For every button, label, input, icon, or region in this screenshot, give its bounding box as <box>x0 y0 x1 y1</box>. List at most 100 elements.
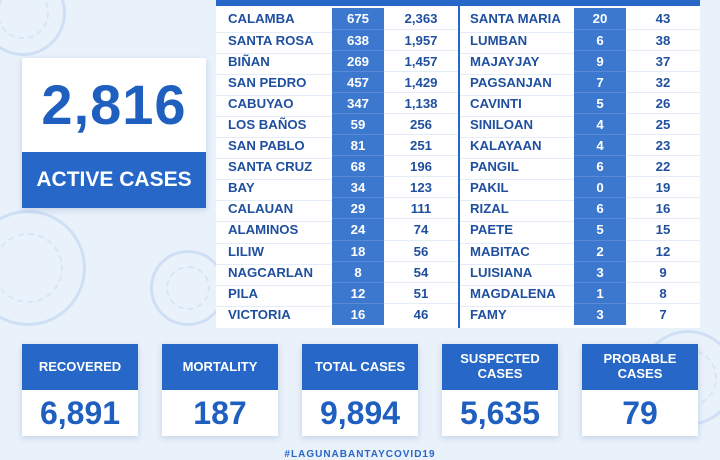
active-count: 3 <box>574 260 626 283</box>
active-count: 9 <box>574 49 626 72</box>
active-count: 6 <box>574 155 626 178</box>
active-count: 0 <box>574 176 626 199</box>
total-count: 23 <box>626 134 700 156</box>
total-count: 9 <box>626 260 700 283</box>
active-cases-label: ACTIVE CASES <box>22 152 206 208</box>
stat-label: PROBABLE CASES <box>582 344 698 390</box>
active-count: 5 <box>574 218 626 241</box>
total-count: 7 <box>626 302 700 325</box>
table-row: PAGSANJAN 7 32 <box>458 70 700 93</box>
municipality-name: LOS BAÑOS <box>216 116 332 132</box>
active-count: 24 <box>332 218 384 241</box>
total-count: 54 <box>384 260 458 283</box>
active-count: 347 <box>332 91 384 114</box>
total-count: 256 <box>384 112 458 135</box>
active-count: 638 <box>332 28 384 51</box>
municipality-name: FAMY <box>458 305 574 322</box>
municipality-name: CALAUAN <box>216 200 332 216</box>
total-count: 46 <box>384 302 458 325</box>
virus-icon <box>0 210 86 326</box>
table-row: MABITAC 2 12 <box>458 239 700 262</box>
municipality-name: LUMBAN <box>458 31 574 48</box>
total-count: 38 <box>626 28 700 51</box>
table-row: BAY 34 123 <box>216 176 458 199</box>
municipality-name: CAVINTI <box>458 94 574 111</box>
municipality-name: SAN PEDRO <box>216 73 332 90</box>
active-count: 3 <box>574 302 626 325</box>
municipality-name: PANGIL <box>458 158 574 174</box>
total-count: 111 <box>384 197 458 219</box>
total-count: 1,957 <box>384 28 458 51</box>
table-row: SAN PEDRO 457 1,429 <box>216 70 458 93</box>
active-count: 6 <box>574 28 626 51</box>
table-row: LOS BAÑOS 59 256 <box>216 112 458 136</box>
active-count: 34 <box>332 176 384 199</box>
total-count: 37 <box>626 49 700 72</box>
municipality-name: MABITAC <box>458 242 574 259</box>
table-row: KALAYAAN 4 23 <box>458 134 700 157</box>
total-count: 1,457 <box>384 49 458 72</box>
total-count: 56 <box>384 239 458 262</box>
table-row: SINILOAN 4 25 <box>458 112 700 136</box>
total-count: 51 <box>384 281 458 304</box>
municipality-name: ALAMINOS <box>216 221 332 237</box>
total-count: 74 <box>384 218 458 240</box>
total-count: 12 <box>626 239 700 262</box>
active-count: 457 <box>332 70 384 93</box>
table-row: NAGCARLAN 8 54 <box>216 260 458 283</box>
municipality-name: CABUYAO <box>216 94 332 111</box>
total-count: 123 <box>384 176 458 198</box>
total-count: 1,429 <box>384 70 458 93</box>
table-row: SANTA CRUZ 68 196 <box>216 155 458 178</box>
total-count: 16 <box>626 197 700 219</box>
municipality-name: PAETE <box>458 221 574 237</box>
municipality-name: LUISIANA <box>458 263 574 280</box>
municipality-name: PAGSANJAN <box>458 73 574 90</box>
table-top-bar <box>216 0 700 6</box>
stat-label: TOTAL CASES <box>302 344 418 390</box>
active-cases-card: 2,816 ACTIVE CASES <box>22 58 206 208</box>
table-row: CALAMBA 675 2,363 <box>216 8 458 30</box>
table-column-divider <box>458 6 460 328</box>
table-row: CABUYAO 347 1,138 <box>216 91 458 114</box>
active-count: 81 <box>332 134 384 157</box>
active-count: 675 <box>332 8 384 30</box>
municipality-name: SINILOAN <box>458 116 574 132</box>
virus-icon <box>150 250 226 326</box>
municipality-name: MAJAYJAY <box>458 52 574 69</box>
total-count: 26 <box>626 91 700 114</box>
municipality-name: SANTA ROSA <box>216 31 332 48</box>
stat-label: MORTALITY <box>162 344 278 390</box>
total-count: 22 <box>626 155 700 177</box>
table-row: RIZAL 6 16 <box>458 197 700 220</box>
municipality-name: KALAYAAN <box>458 137 574 153</box>
active-count: 5 <box>574 91 626 114</box>
active-count: 7 <box>574 70 626 93</box>
municipality-name: RIZAL <box>458 200 574 216</box>
table-row: LILIW 18 56 <box>216 239 458 262</box>
hashtag: #LAGUNABANTAYCOVID19 <box>284 449 436 460</box>
active-count: 6 <box>574 197 626 220</box>
municipality-name: SANTA MARIA <box>470 11 561 27</box>
municipality-name: PILA <box>216 284 332 301</box>
table-row: LUMBAN 6 38 <box>458 28 700 51</box>
stat-value: 5,635 <box>459 394 541 431</box>
table-row: MAGDALENA 1 8 <box>458 281 700 304</box>
active-count: 16 <box>332 302 384 325</box>
municipality-name: NAGCARLAN <box>216 263 332 280</box>
active-count: 4 <box>574 134 626 157</box>
municipality-name: SANTA CRUZ <box>216 158 332 174</box>
table-right-column: SANTA MARIA 20 43 LUMBAN 6 38 MAJAYJAY 9 37 PAGSA… <box>458 8 700 325</box>
municipality-name: BIÑAN <box>216 52 332 69</box>
stat-label: SUSPECTED CASES <box>442 344 558 390</box>
active-count: 59 <box>332 112 384 136</box>
total-count: 25 <box>626 112 700 135</box>
municipality-name: PAKIL <box>458 179 574 195</box>
stat-card-mortality: MORTALITY 187 <box>162 344 278 436</box>
stat-value: 187 <box>193 394 247 431</box>
stat-value: 9,894 <box>319 394 401 431</box>
active-count: 29 <box>332 197 384 220</box>
table-row: BIÑAN 269 1,457 <box>216 49 458 72</box>
table-row: LUISIANA 3 9 <box>458 260 700 283</box>
stat-card-probable-cases: PROBABLE CASES 79 <box>582 344 698 436</box>
